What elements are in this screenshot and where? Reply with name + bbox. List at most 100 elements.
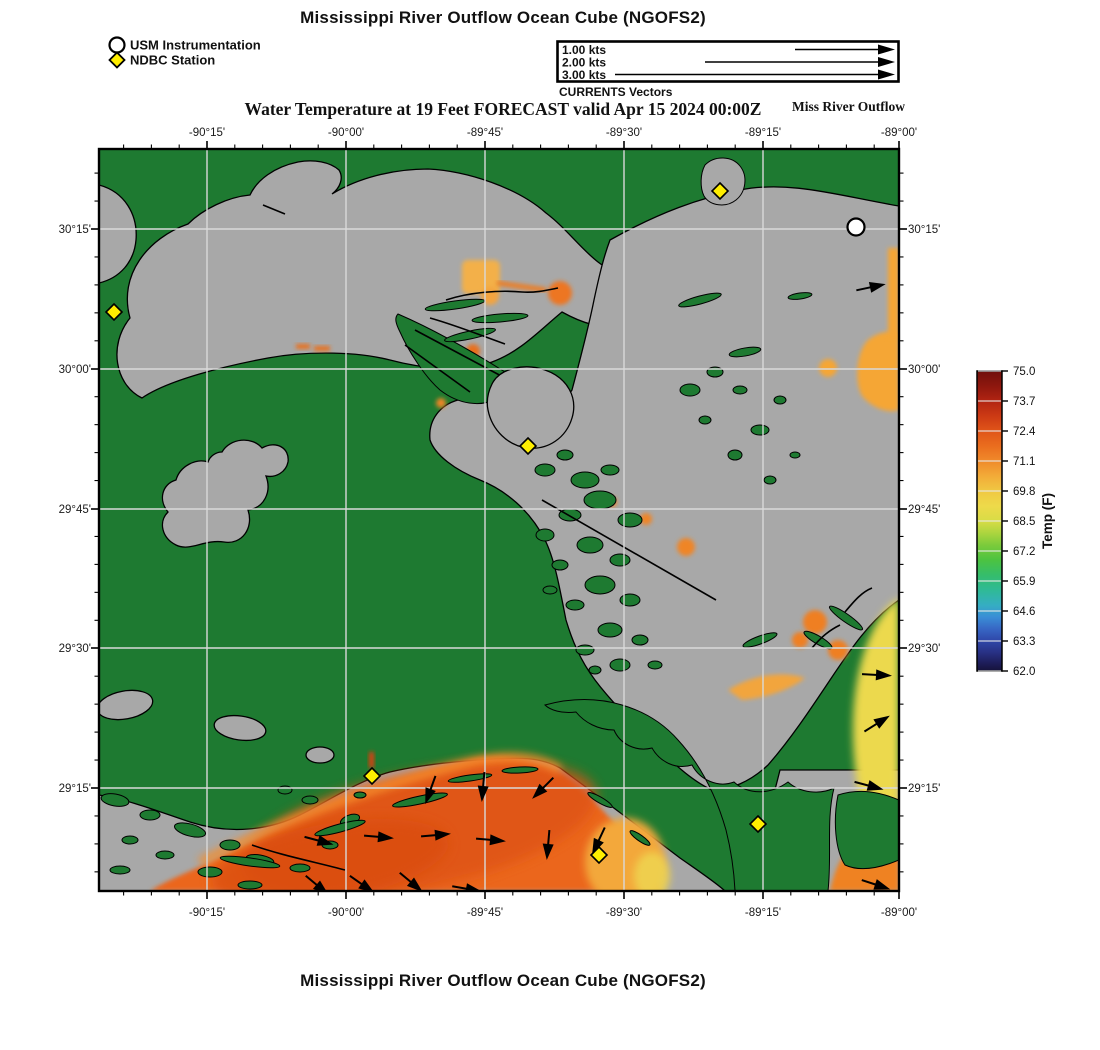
current-vector: [305, 874, 329, 891]
current-vector: [542, 829, 554, 860]
channels: [251, 204, 873, 871]
y-tick-label: 29°30': [908, 643, 940, 655]
lake-maurepas: [99, 184, 137, 284]
marsh-island: [583, 490, 617, 510]
ndbc-station-marker: [104, 302, 124, 322]
map-frame: [97, 147, 901, 893]
current-vector: [861, 879, 891, 890]
colorbar: 75.0 73.7 72.4 71.1 69.8 68.5 67.2 65.9 64.6 63.3…: [976, 366, 1055, 678]
x-tick-label: -89°00': [881, 127, 917, 139]
marsh-island: [542, 585, 558, 595]
colorbar-tick-label: 72.4: [1013, 426, 1036, 438]
colorbar-tick-label: 65.9: [1013, 576, 1035, 588]
current-vector: [399, 871, 423, 891]
marsh-island: [100, 793, 130, 807]
marsh-island: [501, 766, 539, 774]
footer-title: Mississippi River Outflow Ocean Cube (NG…: [300, 971, 706, 990]
ndbc-station-icon: [108, 51, 126, 69]
marsh-island: [742, 632, 778, 648]
marsh-island: [314, 819, 366, 837]
current-vector: [854, 780, 884, 791]
currents-caption: CURRENTS Vectors: [559, 85, 673, 99]
lake-pontchartrain: [116, 160, 643, 399]
symbol-legend: USM Instrumentation NDBC Station: [108, 36, 261, 69]
rigolets-channel: [445, 287, 559, 301]
marsh-island: [155, 850, 175, 860]
marsh-island: [631, 634, 649, 646]
marsh-island: [197, 866, 223, 878]
x-tick-label: -89°30': [606, 127, 642, 139]
marsh-island: [787, 292, 813, 300]
marsh-island: [109, 865, 131, 875]
marsh-island: [728, 346, 762, 358]
marsh-island: [617, 512, 643, 528]
x-tick-label: -89°00': [881, 907, 917, 919]
chandeleur-warm-wedge: [852, 598, 899, 812]
stations-and-vectors: [104, 181, 892, 891]
x-tick-label: -89°15': [745, 127, 781, 139]
marsh-island: [219, 855, 281, 869]
y-tick-label: 30°15': [59, 224, 91, 236]
y-tick-label: 29°45': [908, 504, 940, 516]
y-tick-label: 29°45': [59, 504, 91, 516]
marsh-island: [471, 312, 529, 324]
colorbar-title: Temp (F): [1040, 493, 1055, 549]
marsh-island: [301, 795, 319, 805]
marsh-island: [609, 658, 631, 672]
east-marsh-peninsula: [834, 790, 899, 870]
x-tick-label: -90°00': [328, 127, 364, 139]
marsh-island: [727, 449, 743, 461]
marsh-island: [750, 424, 770, 436]
neworleans-east-wedge: [395, 313, 512, 404]
marsh-island: [828, 605, 864, 631]
current-scale-label: 2.00 kts: [562, 56, 606, 70]
x-tick-label: -89°45': [467, 907, 503, 919]
x-tick-label: -89°30': [606, 907, 642, 919]
current-vector: [425, 775, 437, 805]
x-tick-label: -89°15': [745, 907, 781, 919]
colorbar-tick-label: 75.0: [1013, 366, 1035, 378]
plot-subtitle: Water Temperature at 19 Feet FORECAST va…: [244, 99, 762, 119]
current-vector: [475, 834, 506, 846]
x-tick-label: -90°15': [189, 127, 225, 139]
ndbc-station-marker: [710, 181, 730, 201]
x-tick-label: -90°15': [189, 907, 225, 919]
current-vector: [349, 875, 375, 891]
usm-station-marker: [846, 217, 866, 237]
marsh-island: [551, 559, 569, 571]
marsh-island: [679, 383, 701, 397]
current-vector: [592, 827, 606, 855]
marsh-island: [556, 449, 574, 461]
marsh-island: [535, 528, 555, 542]
marsh-island: [678, 292, 722, 308]
bay-st-catherine: [486, 366, 575, 449]
current-vector: [452, 883, 482, 891]
marsh-island: [584, 575, 616, 595]
y-tick-label: 29°15': [908, 783, 940, 795]
map-area: [99, 149, 899, 891]
mrgo-channel: [541, 499, 717, 601]
northeast-patch: [857, 331, 899, 412]
marsh-island: [619, 593, 641, 607]
page-title: Mississippi River Outflow Ocean Cube (NG…: [300, 8, 706, 27]
marsh-island: [277, 785, 293, 795]
marsh-island: [575, 644, 595, 656]
current-vector: [856, 282, 886, 293]
marsh-island: [609, 553, 631, 567]
current-vector: [861, 669, 892, 681]
current-scale-label: 1.00 kts: [562, 43, 606, 57]
current-vector: [532, 776, 555, 799]
colorbar-tick-label: 69.8: [1013, 486, 1035, 498]
y-tick-label: 30°00': [908, 364, 940, 376]
bay-notch-coast: [700, 157, 746, 206]
colorbar-tick-label: 68.5: [1013, 516, 1035, 528]
temperature-data: [150, 248, 899, 891]
marsh-island: [629, 830, 651, 846]
axes: -90°15' -90°15' -90°00' -90°00' -89°45' -89°4…: [59, 127, 941, 919]
marsh-island: [447, 773, 493, 783]
marsh-island: [237, 880, 263, 890]
x-tick-label: -89°45': [467, 127, 503, 139]
